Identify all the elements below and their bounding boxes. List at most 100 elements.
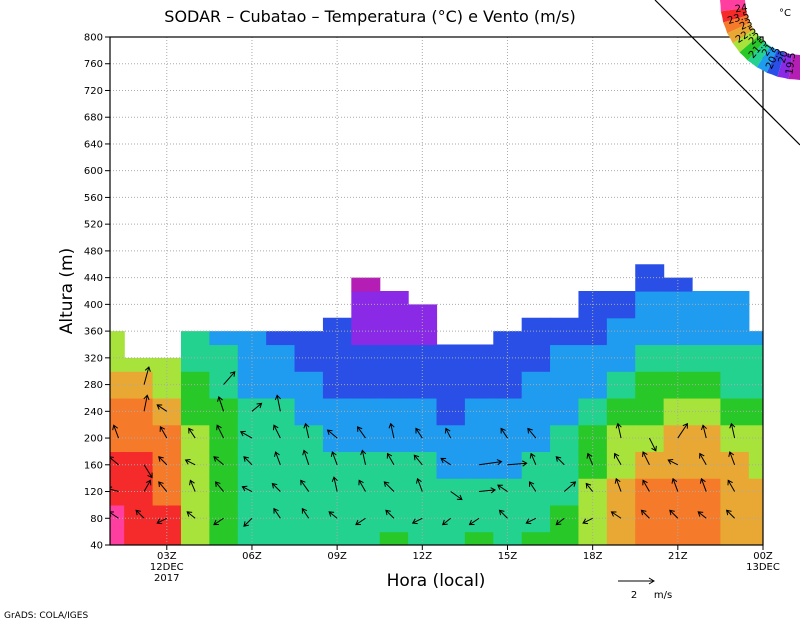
temperature-cell [464, 531, 494, 545]
legend-swatch [747, 41, 771, 68]
temperature-cell [237, 331, 267, 346]
x-tick-label: 00Z [753, 551, 773, 562]
wind-vector [328, 511, 338, 519]
temperature-cell [493, 331, 523, 346]
temperature-cell [379, 424, 409, 453]
wind-vector [274, 451, 281, 465]
x-tick-label: 15Z [498, 551, 518, 562]
temperature-cell [294, 371, 324, 399]
y-tick-label: 520 [84, 220, 103, 231]
wind-vector [143, 366, 151, 385]
temperature-cell [110, 451, 125, 479]
wind-vector [189, 479, 196, 492]
temperature-cell [663, 277, 693, 292]
temperature-cell [493, 424, 523, 453]
temperature-cell [578, 451, 608, 479]
y-tick-label: 440 [84, 273, 103, 284]
vector-reference: 2 m/s [618, 577, 672, 601]
wind-vector [468, 517, 480, 526]
temperature-cell [379, 317, 409, 346]
y-tick-label: 680 [84, 113, 103, 124]
wind-vector [555, 517, 565, 526]
temperature-cell [209, 344, 239, 372]
y-tick-label: 40 [90, 541, 103, 552]
wind-vector [388, 422, 395, 439]
wind-vector [413, 454, 423, 466]
wind-vector [156, 404, 168, 412]
temperature-cell [606, 531, 636, 545]
temperature-cell [493, 397, 523, 426]
temperature-cell [209, 531, 239, 545]
y-tick-label: 760 [84, 59, 103, 70]
wind-vector [440, 457, 451, 466]
temperature-cell [180, 531, 210, 545]
temperature-cell [692, 531, 722, 545]
temperature-cell [379, 371, 409, 399]
wind-vector [669, 509, 679, 519]
legend-swatch [739, 36, 764, 61]
legend-swatch [788, 54, 800, 80]
temperature-cell [110, 397, 125, 426]
y-axis-label: Altura (m) [57, 248, 77, 334]
wind-vector [216, 424, 225, 439]
wind-vector [243, 456, 253, 466]
legend-swatch [723, 15, 750, 34]
x-tick-sublabel: 12DEC [150, 562, 184, 573]
wind-vector [158, 456, 168, 466]
temperature-cell [351, 531, 381, 545]
wind-vector [355, 517, 366, 526]
y-axis-ticks: 40 80 120 160 200 240 280 320 360 400 440 480 520 560… [84, 33, 110, 552]
temperature-cell [493, 478, 523, 506]
wind-vector [614, 477, 622, 492]
temperature-cell [379, 531, 409, 545]
temperature-cell [436, 451, 466, 479]
wind-vector [143, 479, 152, 492]
wind-vector [411, 517, 423, 525]
y-tick-label: 200 [84, 434, 103, 445]
wind-vector [272, 424, 281, 439]
y-tick-label: 400 [84, 300, 103, 311]
temperature-cell [110, 424, 125, 453]
temperature-cell [124, 531, 154, 545]
temperature-cell [294, 504, 324, 533]
legend-level-label: 19.5 [784, 52, 798, 76]
wind-vector [358, 479, 366, 492]
y-tick-label: 800 [84, 33, 103, 44]
legend-unit: °C [779, 8, 791, 19]
wind-vector [214, 481, 224, 492]
wind-vector [613, 452, 622, 466]
legend-swatch [720, 0, 746, 12]
wind-vector [728, 451, 736, 465]
temperature-cell [635, 531, 665, 545]
wind-vector [441, 517, 452, 526]
temperature-cell [294, 451, 324, 479]
temperature-cell [209, 504, 239, 533]
temperature-cell [351, 277, 381, 292]
grads-credit: GrADS: COLA/IGES [4, 611, 89, 621]
wind-vector [302, 449, 310, 465]
temperature-cell [436, 504, 466, 533]
temperature-cell [124, 371, 154, 399]
wind-vector [158, 481, 168, 492]
temperature-cell [124, 451, 154, 479]
wind-vector [135, 509, 145, 519]
temperature-cell [436, 424, 466, 453]
temperature-cell [294, 424, 324, 453]
y-tick-label: 120 [84, 487, 103, 498]
wind-vector [186, 511, 196, 519]
y-tick-label: 320 [84, 353, 103, 364]
wind-vector [640, 509, 650, 519]
temperature-cell [124, 397, 154, 426]
legend-swatch [766, 50, 785, 77]
wind-vector [700, 424, 707, 439]
x-tick-label: 12Z [413, 551, 433, 562]
reference-arrow [618, 577, 655, 585]
wind-vector [667, 458, 679, 466]
wind-vector [415, 427, 423, 439]
temperature-cell [294, 331, 324, 346]
temperature-cell [124, 478, 154, 506]
x-tick-label: 21Z [668, 551, 688, 562]
x-tick-label: 03Z [157, 551, 177, 562]
